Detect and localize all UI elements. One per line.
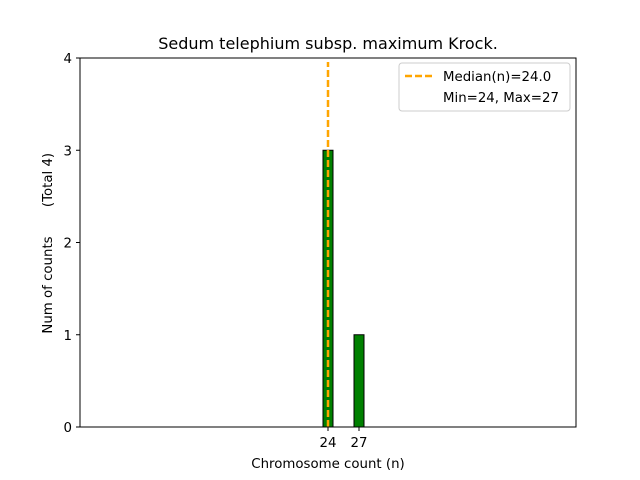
bar (353, 334, 365, 428)
legend-range-label: Min=24, Max=27 (443, 91, 559, 106)
y-axis-label: Num of counts (41, 236, 56, 333)
x-axis-label: Chromosome count (n) (251, 457, 404, 472)
y-tick-label: 3 (64, 144, 72, 159)
x-tick-label: 24 (320, 436, 337, 451)
x-tick-label: 27 (351, 436, 368, 451)
y-tick-label: 1 (64, 329, 72, 344)
legend: Median(n)=24.0 Min=24, Max=27 (398, 62, 571, 112)
x-ticks-layer: 24 27 (320, 427, 368, 451)
y-tick-label: 0 (64, 421, 72, 436)
legend-median-label: Median(n)=24.0 (443, 70, 551, 85)
chart-title: Sedum telephium subsp. maximum Krock. (158, 34, 498, 53)
y-axis-total-label: (Total 4) (41, 153, 56, 207)
y-ticks-layer: 0 1 2 3 4 (64, 52, 80, 436)
legend-frame (398, 62, 571, 112)
plot-frame (79, 57, 577, 428)
y-tick-label: 4 (64, 52, 72, 67)
y-tick-label: 2 (64, 237, 72, 252)
